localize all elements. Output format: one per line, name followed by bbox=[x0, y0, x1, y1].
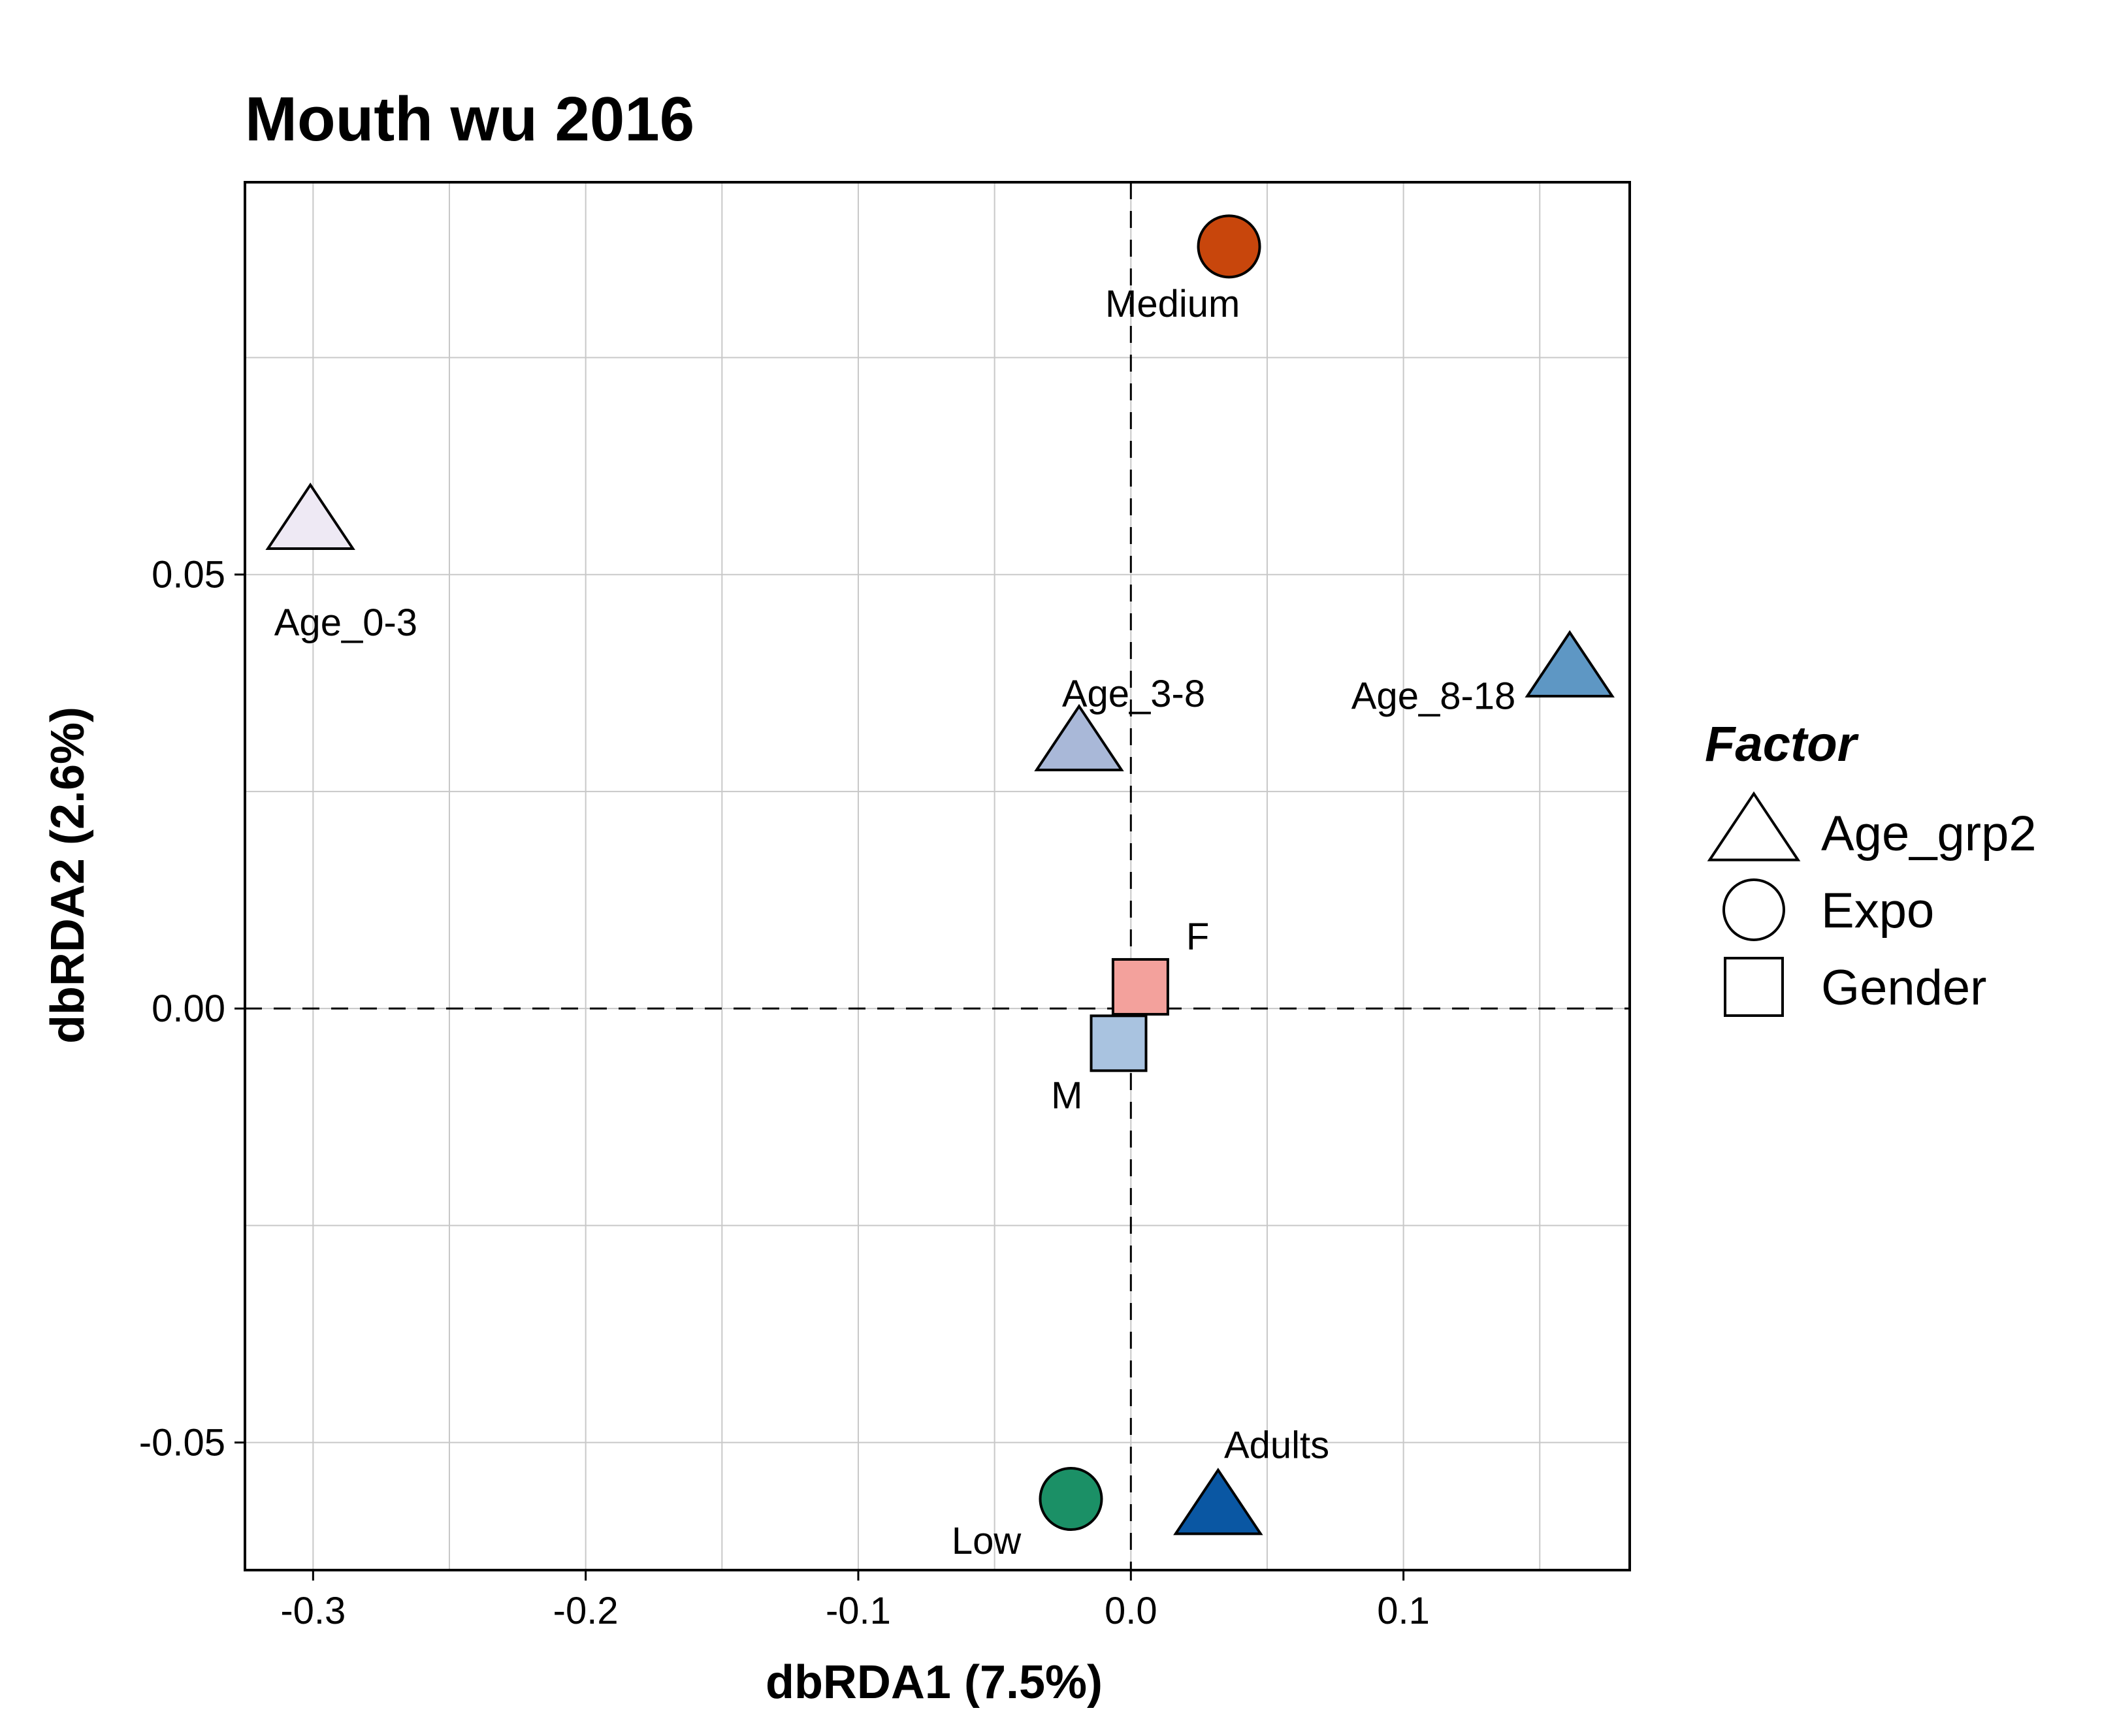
grid-layer bbox=[245, 182, 1630, 1570]
x-tick-label: 0.1 bbox=[1377, 1590, 1430, 1632]
x-tick-label: -0.3 bbox=[280, 1590, 346, 1632]
plot-panel-border bbox=[244, 181, 1631, 1571]
legend-title: Factor bbox=[1705, 716, 1860, 772]
point-m bbox=[1090, 1014, 1148, 1072]
x-axis-title: dbRDA1 (7.5%) bbox=[766, 1656, 1103, 1709]
point-age-8-18 bbox=[1525, 630, 1615, 698]
legend-key-triangle bbox=[1707, 791, 1801, 861]
y-axis-title: dbRDA2 (2.6%) bbox=[42, 707, 94, 1044]
y-tick-label: -0.05 bbox=[139, 1422, 225, 1464]
point-label: Age_8-18 bbox=[1351, 675, 1516, 718]
point-label: Age_0-3 bbox=[274, 602, 417, 644]
point-label: Age_3-8 bbox=[1062, 673, 1205, 715]
legend-item-label: Age_grp2 bbox=[1821, 806, 2037, 861]
y-tick-label: 0.00 bbox=[152, 988, 225, 1030]
x-axis-ticks: -0.3 -0.2 -0.1 0.0 0.1 bbox=[280, 1570, 1430, 1632]
legend-key-square bbox=[1724, 957, 1784, 1017]
legend-key-circle bbox=[1722, 878, 1785, 941]
point-low bbox=[1039, 1467, 1103, 1532]
y-axis-ticks: -0.05 0.00 0.05 bbox=[139, 554, 245, 1464]
legend-item-label: Expo bbox=[1821, 883, 1934, 939]
point-label: F bbox=[1186, 916, 1209, 958]
point-adults bbox=[1173, 1468, 1263, 1535]
point-label: M bbox=[1051, 1074, 1082, 1117]
point-label: Adults bbox=[1224, 1424, 1329, 1467]
point-age-3-8 bbox=[1034, 703, 1124, 771]
point-label: Medium bbox=[1105, 283, 1240, 325]
point-labels-layer: Medium Age_0-3 Age_3-8 Age_8-18 F M Low Adults bbox=[274, 283, 1516, 1562]
point-age-0-3 bbox=[265, 482, 355, 550]
chart-title: Mouth wu 2016 bbox=[245, 84, 694, 154]
x-tick-label: -0.1 bbox=[826, 1590, 891, 1632]
legend-items: Age_grp2 Expo Gender bbox=[1707, 791, 2037, 1017]
point-f bbox=[1111, 957, 1169, 1016]
points-layer bbox=[265, 214, 1615, 1535]
legend-item-label: Gender bbox=[1821, 960, 1987, 1016]
y-tick-label: 0.05 bbox=[152, 554, 225, 596]
reference-lines bbox=[245, 182, 1630, 1570]
legend: Factor Age_grp2 Expo Gender bbox=[1705, 716, 2037, 1017]
point-medium bbox=[1197, 214, 1261, 279]
point-label: Low bbox=[952, 1520, 1022, 1562]
x-tick-label: 0.0 bbox=[1105, 1590, 1157, 1632]
x-tick-label: -0.2 bbox=[553, 1590, 619, 1632]
